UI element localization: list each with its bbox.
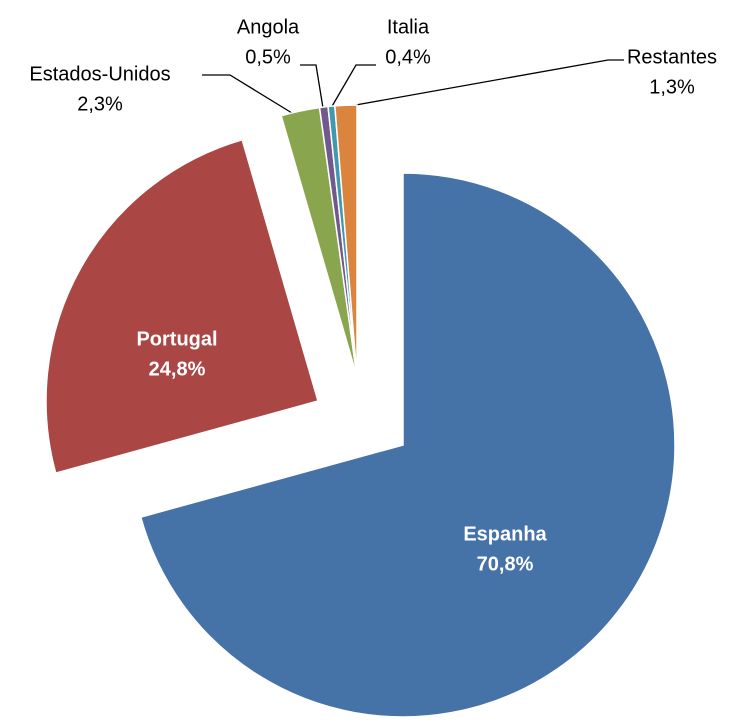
pie-slice <box>139 172 676 718</box>
slice-value-label: 0,5% <box>245 46 291 68</box>
leader-line <box>300 64 324 109</box>
slice-label: Espanha <box>463 523 547 545</box>
leader-line <box>349 59 624 107</box>
slice-value-label: 2,3% <box>77 93 123 115</box>
slice-value-label: 1,3% <box>649 76 695 98</box>
slice-value-label: 0,4% <box>385 46 431 68</box>
slice-label: Estados-Unidos <box>29 63 170 85</box>
pie-slice <box>45 138 319 475</box>
leader-line <box>202 74 293 114</box>
slice-label: Angola <box>237 16 300 38</box>
leader-lines <box>202 59 624 114</box>
pie-slice <box>334 104 358 378</box>
slice-value-label: 70,8% <box>477 553 534 575</box>
leader-line <box>330 64 376 109</box>
slice-value-label: 24,8% <box>149 358 206 380</box>
slice-label: Italia <box>387 16 430 38</box>
slice-label: Portugal <box>136 328 217 350</box>
slice-label: Restantes <box>627 46 717 68</box>
